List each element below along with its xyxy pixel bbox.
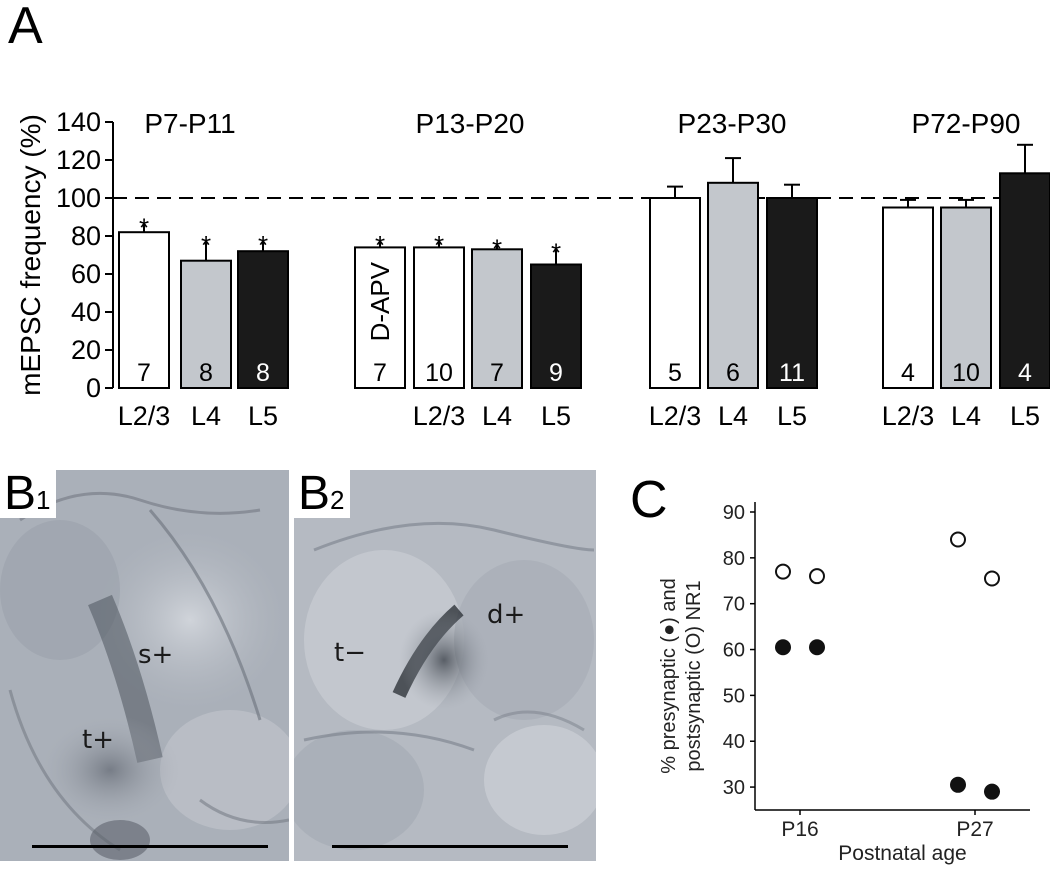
panel-label-b1: B1 [0,470,57,518]
x-tick-label: L4 [951,401,981,431]
bar [471,248,523,389]
x-tick-label: L4 [718,401,748,431]
significance-star: * [139,213,149,243]
scale-bar-b1 [32,845,268,848]
x-tick-label: P16 [781,818,818,841]
micrograph-b1: B1 s+ t+ [0,470,300,861]
bar-n-label: 5 [668,359,682,387]
data-point-presynaptic [984,783,1000,800]
x-tick-label: L5 [541,401,571,431]
em-label-s-plus: s+ [138,640,174,670]
x-tick-label: L4 [482,401,512,431]
bar [180,259,232,390]
bar-chart-mepsc: 0 20 40 60 80 100 120 140 mEPSC frequency (%) P7-… [15,107,1050,431]
em-label-t-plus: t+ [82,725,114,755]
y-axis-label-line2: postsynaptic (O) NR1 [683,580,705,771]
data-point-presynaptic [809,639,825,656]
em-label-t-minus: t− [334,638,366,668]
bar [707,181,759,389]
bar [354,246,406,389]
data-point-presynaptic [950,776,966,793]
bar [530,263,582,389]
group-label: P72-P90 [912,108,1021,139]
group-label: P7-P11 [144,108,235,139]
bar [413,246,465,389]
y-tick-label: 100 [56,183,101,213]
data-point-postsynaptic [775,563,791,580]
y-tick-label: 80 [723,548,745,570]
y-tick-label: 60 [71,259,101,289]
bar [649,197,701,389]
x-tick-label: P27 [956,818,993,841]
x-tick-label: L2/3 [118,401,171,431]
panel-label-c: C [630,471,668,529]
x-tick-label: L2/3 [649,401,702,431]
y-tick-label: 60 [723,640,745,662]
micrograph-b2: B2 t− d+ [284,470,604,861]
y-tick-label: 120 [56,145,101,175]
micrograph-b2-image [284,470,604,861]
significance-star: * [375,230,385,260]
bar-n-label: 6 [726,359,740,387]
y-tick-label: 90 [723,502,745,524]
y-tick-label: 140 [56,107,101,137]
bar-n-label: 8 [256,359,270,387]
x-axis-label: Postnatal age [838,842,966,865]
y-tick-label: 80 [71,221,101,251]
significance-star: * [258,230,268,260]
data-point-postsynaptic [809,568,825,585]
significance-star: * [434,230,444,260]
scale-bar-b2 [332,845,568,848]
bar [118,231,170,389]
bar-n-label: 10 [952,359,980,387]
significance-star: * [201,230,211,260]
bar [940,206,992,389]
x-tick-label: L5 [777,401,807,431]
y-tick-label: 0 [86,373,101,403]
bar-n-label: 8 [199,359,213,387]
x-tick-label: L2/3 [882,401,935,431]
group-label: P13-P20 [416,108,525,139]
group-label: P23-P30 [678,108,787,139]
data-point-postsynaptic [950,531,966,548]
bar-inner-label: D-APV [365,261,395,341]
bar-n-label: 7 [137,359,151,387]
x-tick-label: L5 [248,401,278,431]
bar-n-label: 4 [1018,359,1032,387]
y-tick-label: 30 [723,777,745,799]
panel-label-b2: B2 [294,470,351,518]
bar [882,206,934,389]
x-tick-label: L4 [191,401,221,431]
plot-area [755,502,1030,810]
y-tick-label: 40 [71,297,101,327]
bar [999,172,1050,389]
significance-star: * [492,234,502,264]
y-axis-label-line1: % presynaptic (●) and [658,578,680,774]
x-tick-label: L2/3 [413,401,466,431]
y-tick-label: 40 [723,731,745,753]
y-axis-label: mEPSC frequency (%) [15,114,46,396]
bar-n-label: 7 [373,359,387,387]
data-point-postsynaptic [984,570,1000,587]
bar-n-label: 4 [901,359,915,387]
x-tick-label: L5 [1010,401,1040,431]
micrograph-b1-image [0,470,300,861]
y-tick-label: 20 [71,335,101,365]
y-tick-label: 70 [723,594,745,616]
panel-label-a: A [8,0,43,55]
data-point-presynaptic [775,639,791,656]
bar-n-label: 10 [425,359,453,387]
em-label-d-plus: d+ [487,600,526,630]
bar-n-label: 7 [490,359,504,387]
bar [766,197,818,389]
bar-n-label: 11 [779,359,805,387]
y-tick-label: 50 [723,685,745,707]
significance-star: * [551,237,561,267]
bar-n-label: 9 [549,359,563,387]
bar [237,250,289,389]
